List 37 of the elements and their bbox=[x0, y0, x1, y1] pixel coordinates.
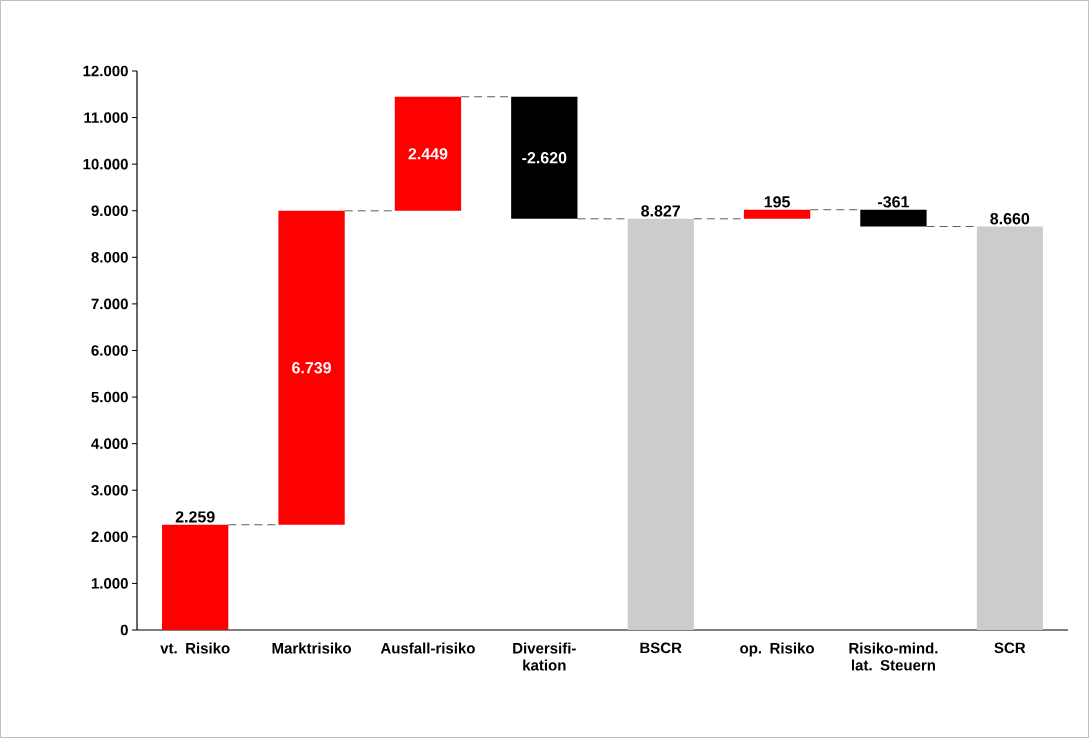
bar bbox=[162, 524, 229, 630]
x-tick-label: Marktrisiko bbox=[272, 642, 351, 654]
y-tick-label: 8.000 bbox=[91, 252, 128, 263]
bar bbox=[511, 96, 578, 219]
x-tick-label: BSCR bbox=[640, 642, 682, 654]
y-tick-label: 10.000 bbox=[83, 158, 128, 170]
bar bbox=[976, 226, 1043, 630]
x-tick-label: Ausfall-risiko bbox=[380, 642, 475, 654]
y-tick-label: 0 bbox=[120, 624, 128, 636]
data-label: 6.739 bbox=[292, 362, 331, 374]
x-tick-label: Diversifi-kation bbox=[513, 642, 576, 671]
y-tick-label: 4.000 bbox=[91, 438, 128, 449]
x-tick-label: vt. Risiko bbox=[160, 642, 230, 654]
bar bbox=[278, 210, 345, 525]
y-tick-label: 12.000 bbox=[83, 65, 128, 77]
x-tick-label: SCR bbox=[994, 642, 1026, 654]
bar bbox=[743, 209, 811, 219]
x-tick-label: op. Risiko bbox=[740, 642, 814, 657]
bar bbox=[860, 209, 927, 227]
y-tick-label: 1.000 bbox=[91, 578, 128, 589]
y-tick-label: 3.000 bbox=[91, 484, 128, 496]
data-label: -361 bbox=[878, 196, 909, 208]
data-label: 2.449 bbox=[408, 148, 448, 160]
y-tick-label: 6.000 bbox=[91, 345, 128, 356]
bar bbox=[627, 218, 694, 630]
y-tick-label: 2.000 bbox=[91, 531, 128, 543]
bar bbox=[394, 96, 462, 211]
x-tick-label: Risiko-mind. lat. Steuern bbox=[849, 642, 938, 671]
data-label: 195 bbox=[764, 196, 790, 208]
y-tick-label: 11.000 bbox=[84, 112, 128, 123]
data-label: 8.660 bbox=[990, 213, 1030, 225]
y-tick-label: 9.000 bbox=[91, 205, 128, 217]
data-label: -2.620 bbox=[522, 152, 567, 164]
data-label: 8.827 bbox=[641, 205, 680, 217]
y-tick-label: 7.000 bbox=[91, 298, 128, 310]
y-tick-label: 5.000 bbox=[91, 391, 128, 403]
data-label: 2.259 bbox=[175, 511, 215, 523]
